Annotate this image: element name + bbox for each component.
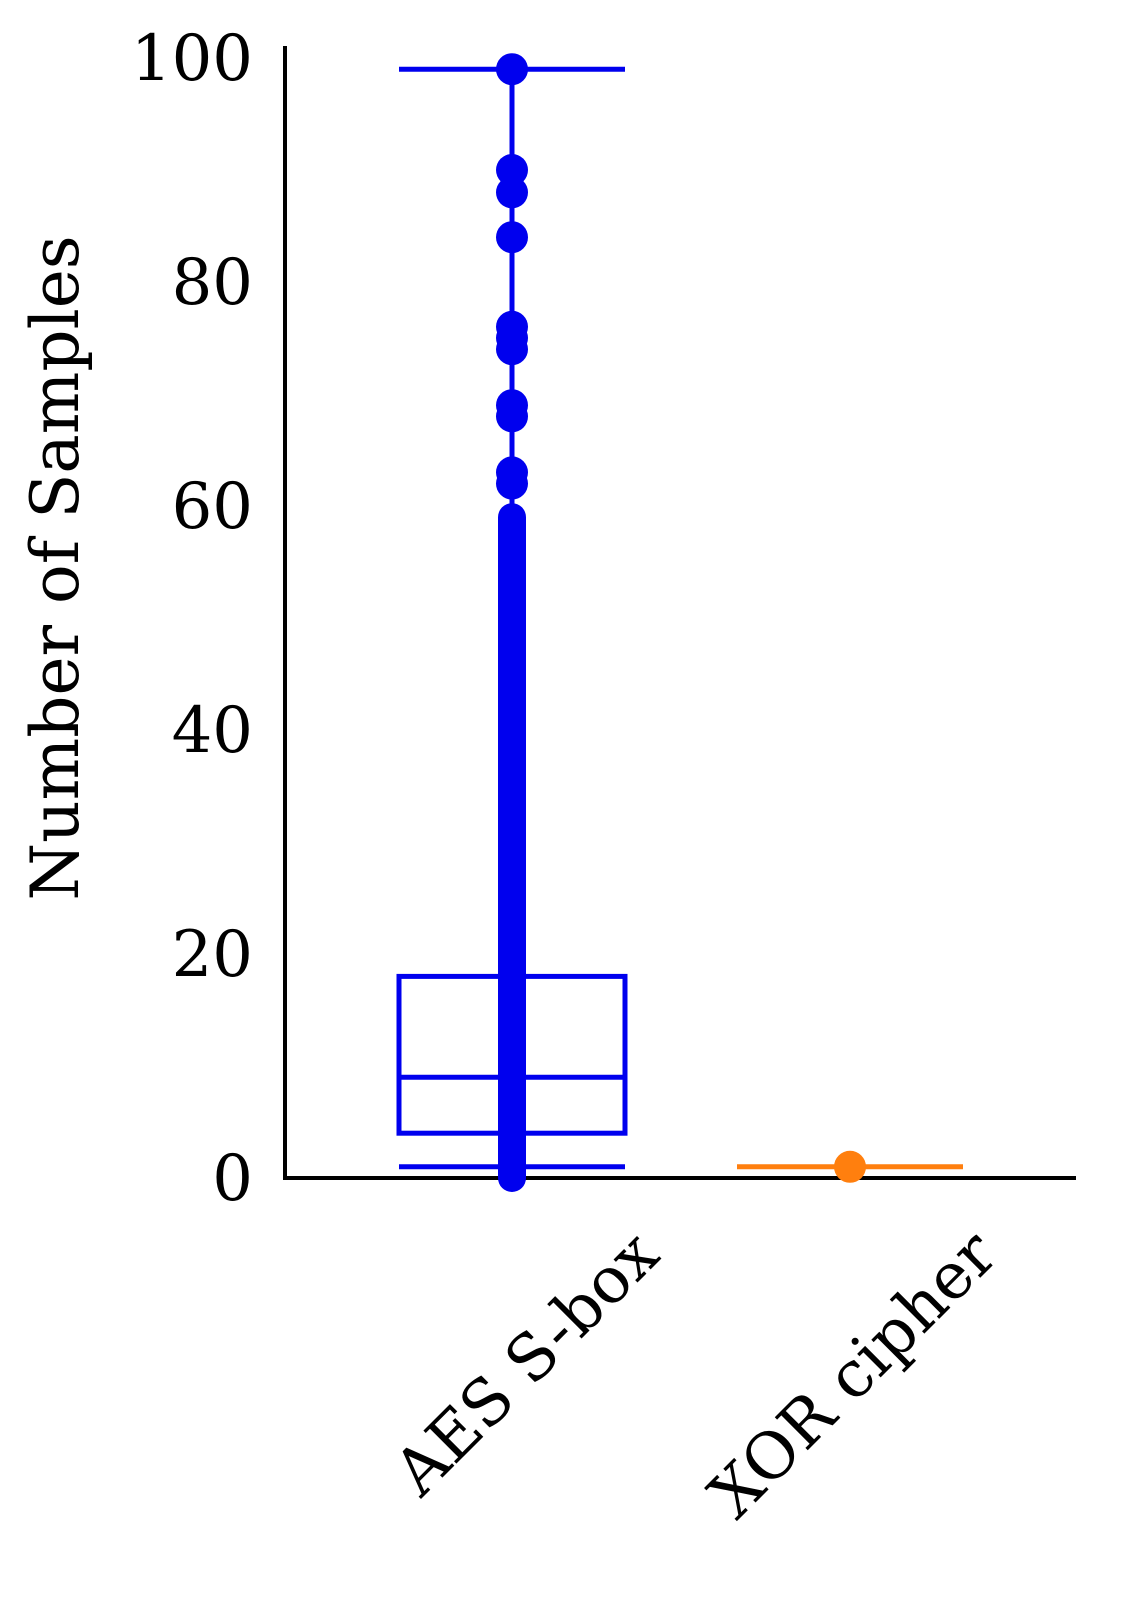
- outlier-point: [496, 221, 528, 254]
- outlier-point: [496, 154, 528, 186]
- outlier-point: [496, 310, 528, 343]
- y-tick-labels: 0 20 40 60 80 100: [131, 22, 253, 1216]
- category-labels: AES S-box XOR cipher: [379, 1217, 1011, 1533]
- y-tick-label: 100: [131, 22, 253, 96]
- box-group: [396, 53, 628, 1192]
- category-label: XOR cipher: [696, 1217, 1012, 1533]
- outlier-point: [496, 389, 528, 422]
- y-tick-label: 60: [172, 470, 253, 544]
- category-label: AES S-box: [379, 1217, 673, 1511]
- axes: [283, 46, 1076, 1180]
- y-axis-title: Number of Samples: [17, 235, 94, 900]
- outlier-point: [496, 176, 528, 209]
- outlier-point: [834, 1150, 866, 1183]
- y-tick-label: 20: [172, 918, 253, 992]
- y-tick-label: 80: [172, 246, 253, 320]
- y-tick-label: 40: [172, 694, 253, 768]
- boxes: [396, 53, 963, 1192]
- box-group: [737, 1150, 963, 1183]
- y-tick-label: 0: [212, 1142, 253, 1216]
- outlier-point: [496, 53, 528, 86]
- outlier-point: [496, 456, 528, 489]
